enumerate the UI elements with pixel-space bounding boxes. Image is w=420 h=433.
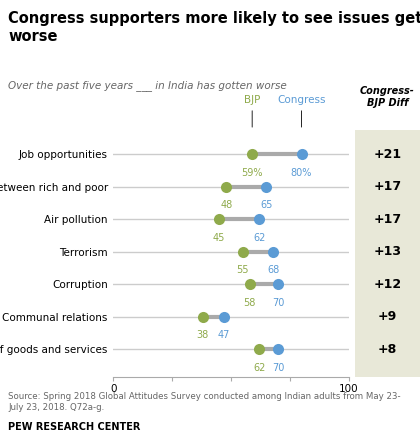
Text: 47: 47 bbox=[218, 330, 230, 340]
Text: Source: Spring 2018 Global Attitudes Survey conducted among Indian adults from M: Source: Spring 2018 Global Attitudes Sur… bbox=[8, 392, 401, 412]
Text: +12: +12 bbox=[373, 278, 402, 291]
Text: +8: +8 bbox=[378, 343, 397, 355]
Text: 62: 62 bbox=[253, 233, 265, 243]
Text: Congress-
BJP Diff: Congress- BJP Diff bbox=[360, 86, 415, 108]
Text: 45: 45 bbox=[213, 233, 226, 243]
Text: 38: 38 bbox=[197, 330, 209, 340]
Text: 68: 68 bbox=[267, 265, 279, 275]
Text: +17: +17 bbox=[373, 213, 402, 226]
Text: BJP: BJP bbox=[244, 95, 260, 127]
Text: Congress supporters more likely to see issues getting
worse: Congress supporters more likely to see i… bbox=[8, 11, 420, 44]
Text: +17: +17 bbox=[373, 180, 402, 193]
Text: 58: 58 bbox=[244, 298, 256, 308]
Text: 55: 55 bbox=[236, 265, 249, 275]
Text: +9: +9 bbox=[378, 310, 397, 323]
Text: 70: 70 bbox=[272, 298, 284, 308]
Text: 59%: 59% bbox=[241, 168, 263, 178]
Text: 48: 48 bbox=[220, 200, 232, 210]
Text: Congress: Congress bbox=[277, 95, 326, 127]
Text: 80%: 80% bbox=[291, 168, 312, 178]
Text: Over the past five years ___ in India has gotten worse: Over the past five years ___ in India ha… bbox=[8, 80, 287, 91]
Text: 70: 70 bbox=[272, 363, 284, 373]
Text: 62: 62 bbox=[253, 363, 265, 373]
Text: +13: +13 bbox=[373, 245, 402, 258]
Text: PEW RESEARCH CENTER: PEW RESEARCH CENTER bbox=[8, 422, 141, 432]
Text: 65: 65 bbox=[260, 200, 273, 210]
Text: +21: +21 bbox=[373, 148, 402, 161]
